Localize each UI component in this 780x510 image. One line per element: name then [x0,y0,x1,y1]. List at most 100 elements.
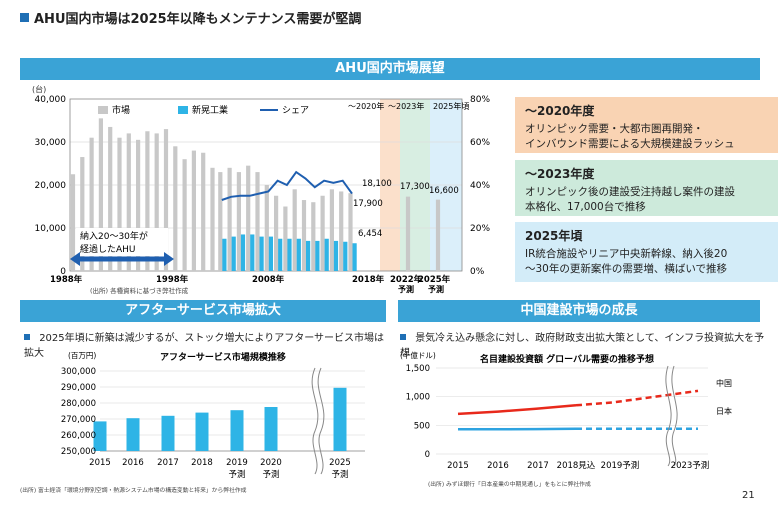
y2-tick-label: 0% [470,267,485,277]
x-tick-label: 2018見込 [557,460,596,471]
page-title: AHU国内市場は2025年以降もメンテナンス需要が堅調 [20,8,361,27]
bar [333,387,347,451]
range-arrow-left-icon [70,252,80,266]
value-label-share-2018: 17,900 [353,199,383,209]
bar-market [264,185,269,271]
legend-company-swatch [178,106,188,114]
y-tick-label: 250,000 [61,447,96,457]
box-2023-title: ～2023年度 [525,167,595,181]
y-tick-label: 280,000 [61,399,96,409]
y2-tick-label: 60% [470,138,490,148]
x-label-2008: 2008年 [252,274,285,285]
y-tick-label: 30,000 [35,138,67,148]
bar-market [163,129,169,271]
x-tick-label: 2019予測 [601,460,640,471]
box-2025-title: 2025年頃 [525,229,583,243]
bar-market [145,131,150,271]
bar-market [80,157,85,271]
bar-company [333,240,339,271]
axis-break-icon-2 [317,367,325,475]
bar-company [315,240,320,271]
bar [126,418,140,451]
y-tick-label: 0 [60,267,66,277]
period-label-2025: 2025年頃 [433,101,469,111]
series-label-japan: 日本 [716,406,732,416]
china-banner: 中国建設市場の成長 [398,300,760,322]
x-label-2018: 2018年 [352,274,385,285]
bar-market [283,206,288,271]
aftersales-banner-label: アフターサービス市場拡大 [125,303,281,318]
bar-company [259,236,264,271]
series-line-solid [457,404,577,416]
bar-market [98,118,103,271]
bar-market [154,133,159,271]
series-line-solid [458,427,577,431]
bar-market [348,193,353,271]
x-tick-label: 2016 [122,458,144,468]
bar-company [231,236,236,271]
x-label-2022: 2022年 [390,274,423,285]
bar-company [240,234,246,271]
bar-market [435,199,441,271]
aftersales-bullet: 2025年頃に新築は減少するが、ストック増大によりアフターサービス市場は拡大 [24,329,394,359]
x-sublabel: 予測 [228,469,245,480]
x-sublabel-2022: 予測 [398,284,414,294]
annotation-box [76,228,168,256]
bar-company [250,234,255,271]
aftersales-bars [93,387,347,451]
china-chart: (十億ドル) 名目建設投資額 グローバル需要の推移予想 0 500 1,000 1,5… [400,350,732,488]
china-lines [457,389,699,431]
bar-market [182,159,187,271]
y-tick-label: 10,000 [35,224,67,234]
box-2025-line-2: ～30年の更新案件の需要増、横ばいで推移 [525,263,728,275]
bar-market [218,172,223,271]
x-tick-label: 2019 [226,458,248,468]
bar-market [136,139,141,271]
top-banner-label: AHU国内市場展望 [335,61,445,76]
bar [264,407,278,451]
y-tick-label: 0 [425,450,430,460]
top-banner: AHU国内市場展望 [20,58,760,80]
china-source: (出所) みずほ銀行「日本産業の中期見通し」をもとに弊社作成 [428,480,591,488]
bar-company [352,243,357,271]
bar-market [210,167,215,271]
range-arrow-right-icon [164,252,174,266]
bar [230,410,244,451]
y-tick-label: 40,000 [35,95,67,105]
ahu-market-chart: (台) 0 0% 10,000 20% 20,000 40% 30,000 60% 40,000… [32,84,490,295]
y2-tick-label: 20% [470,224,490,234]
y-tick-label: 1,500 [406,364,430,374]
bar-market [173,146,178,271]
bar-market [246,165,251,271]
box-2023: ～2023年度 オリンピック後の建設受注持越し案件の建設 本格化、17,000台… [515,160,778,216]
value-label-2025: 16,600 [429,186,459,196]
title-square-icon [20,13,29,22]
china-title: 名目建設投資額 グローバル需要の推移予想 [480,353,654,365]
y-tick-label: 290,000 [61,383,96,393]
bar-company [343,241,348,271]
period-label-2020: ～2020年 [348,101,384,111]
bar-company [268,236,273,271]
axis-break-icon [311,367,319,475]
unit-label: (台) [32,84,46,94]
bar-market [311,202,316,271]
x-sublabel: 予測 [331,469,348,480]
aftersales-title: アフターサービス市場規模推移 [160,351,286,363]
x-label-2025: 2025年 [418,274,451,285]
aftersales-chart: (百万円) アフターサービス市場規模推移 250,000 260,000 270,0… [20,351,365,494]
top-source: (出所) 各種資料に基づき弊社作成 [90,286,189,295]
bar [161,415,175,451]
x-tick-label: 2020 [260,458,282,468]
bar-market [339,191,344,271]
bar-market [405,196,411,271]
y2-tick-label: 40% [470,181,490,191]
legend-company: 新晃工業 [192,104,228,116]
box-2020: ～2020年度 オリンピック需要・大都市圏再開発・ インバウンド需要による大規模… [515,97,778,153]
share-line [221,170,353,201]
china-unit: (十億ドル) [400,350,436,360]
box-2020-line-1: オリンピック需要・大都市圏再開発・ [525,123,704,135]
value-label-company-2018: 6,454 [358,229,382,239]
bar-market [236,172,241,271]
box-2020-title: ～2020年度 [525,104,595,118]
period-label-2023: ～2023年 [388,101,424,111]
